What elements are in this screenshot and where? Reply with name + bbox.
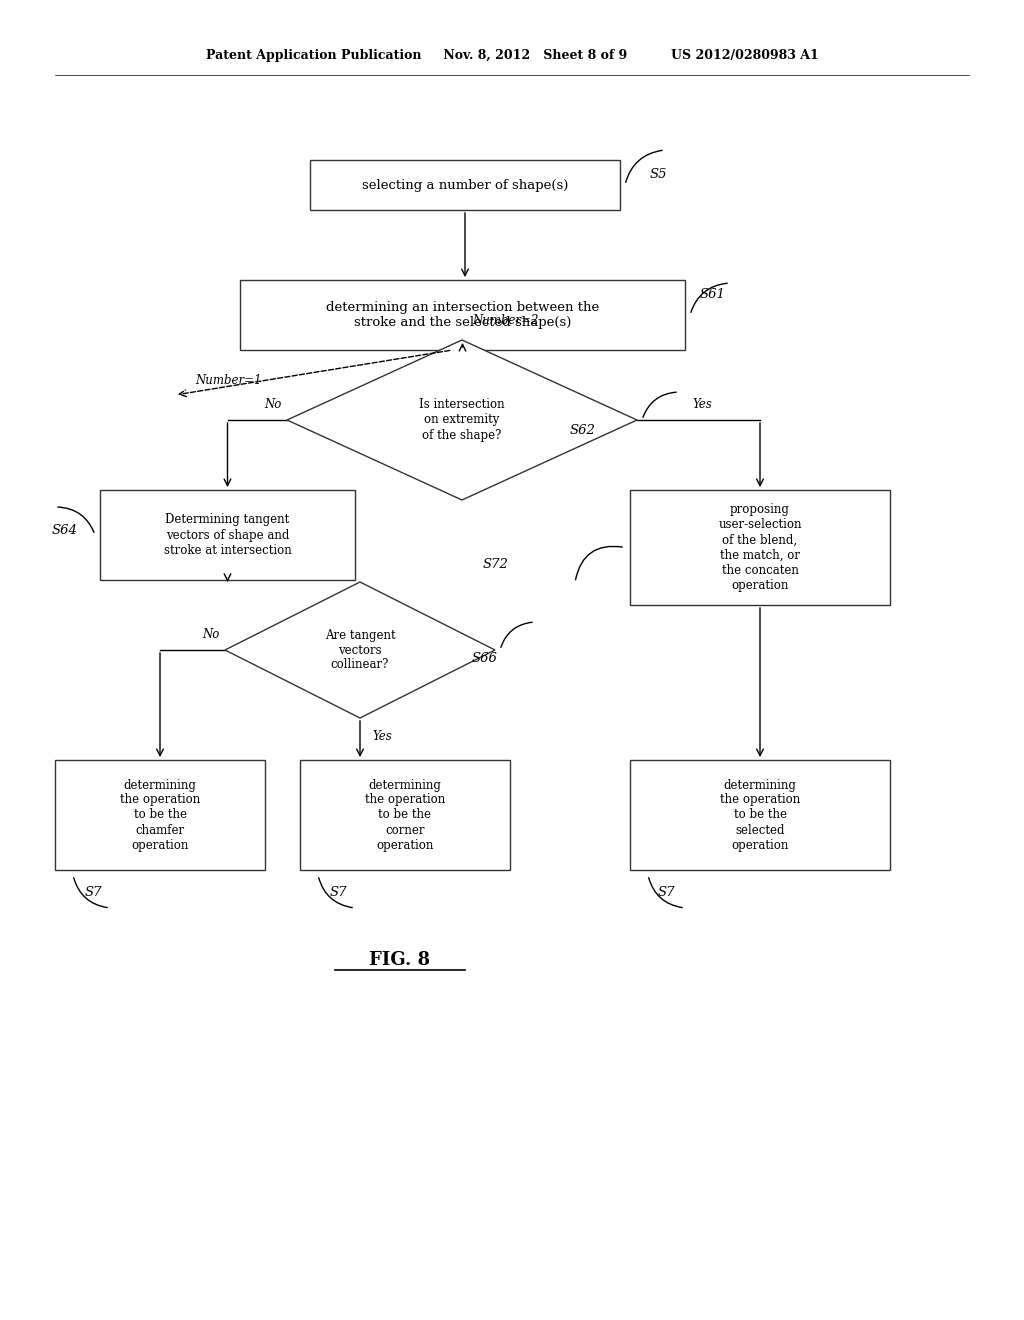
Text: Patent Application Publication     Nov. 8, 2012   Sheet 8 of 9          US 2012/: Patent Application Publication Nov. 8, 2…	[206, 49, 818, 62]
Text: Number=1: Number=1	[195, 374, 261, 387]
Text: selecting a number of shape(s): selecting a number of shape(s)	[361, 178, 568, 191]
Text: S66: S66	[472, 652, 498, 664]
Text: determining
the operation
to be the
chamfer
operation: determining the operation to be the cham…	[120, 779, 200, 851]
FancyBboxPatch shape	[630, 760, 890, 870]
Text: Are tangent
vectors
collinear?: Are tangent vectors collinear?	[325, 628, 395, 672]
Polygon shape	[225, 582, 495, 718]
Text: S5: S5	[650, 169, 668, 181]
Text: No: No	[203, 628, 220, 642]
Text: Yes: Yes	[692, 399, 712, 412]
FancyBboxPatch shape	[630, 490, 890, 605]
Text: determining an intersection between the
stroke and the selected shape(s): determining an intersection between the …	[326, 301, 599, 329]
Text: S64: S64	[52, 524, 78, 536]
FancyBboxPatch shape	[300, 760, 510, 870]
FancyBboxPatch shape	[100, 490, 355, 579]
Polygon shape	[287, 341, 637, 500]
Text: Number=2: Number=2	[472, 314, 539, 326]
Text: S72: S72	[483, 558, 509, 572]
Text: S61: S61	[700, 289, 726, 301]
Text: determining
the operation
to be the
corner
operation: determining the operation to be the corn…	[365, 779, 445, 851]
Text: S62: S62	[570, 424, 596, 437]
Text: determining
the operation
to be the
selected
operation: determining the operation to be the sele…	[720, 779, 800, 851]
Text: S7: S7	[330, 886, 347, 899]
Text: Determining tangent
vectors of shape and
stroke at intersection: Determining tangent vectors of shape and…	[164, 513, 292, 557]
Text: proposing
user-selection
of the blend,
the match, or
the concaten
operation: proposing user-selection of the blend, t…	[718, 503, 802, 591]
Text: S7: S7	[85, 886, 102, 899]
Text: Is intersection
on extremity
of the shape?: Is intersection on extremity of the shap…	[419, 399, 505, 441]
FancyBboxPatch shape	[240, 280, 685, 350]
Text: Yes: Yes	[372, 730, 392, 743]
Text: FIG. 8: FIG. 8	[370, 950, 430, 969]
Text: S7: S7	[658, 886, 676, 899]
FancyBboxPatch shape	[310, 160, 620, 210]
FancyBboxPatch shape	[55, 760, 265, 870]
Text: No: No	[264, 399, 282, 412]
